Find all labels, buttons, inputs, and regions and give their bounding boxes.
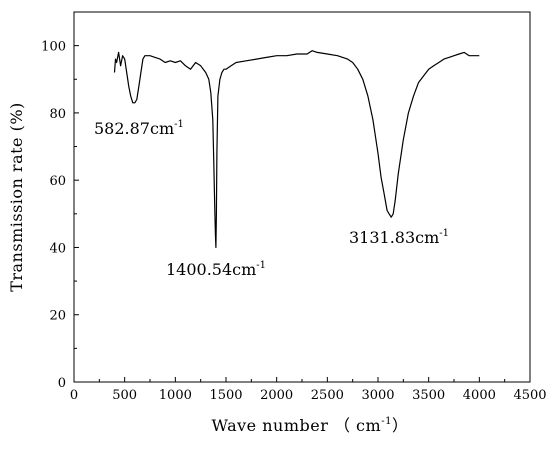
x-tick-label: 3000 — [361, 388, 394, 403]
y-tick-label: 0 — [58, 376, 66, 391]
plot-frame — [73, 11, 531, 383]
y-tick-label: 40 — [49, 241, 66, 256]
annotation-1400: 1400.54cm-1 — [166, 260, 266, 279]
annotation-582: 582.87cm-1 — [94, 119, 184, 138]
x-axis-ticks: 0 500 1000 1500 2000 2500 3000 3500 4000 4500 — [70, 377, 547, 403]
series-line — [113, 50, 480, 249]
annotation-3131: 3131.83cm-1 — [349, 228, 449, 247]
y-axis-ticks: 0 20 40 60 80 100 — [41, 40, 79, 391]
y-tick-label: 60 — [49, 174, 66, 189]
x-tick-label: 2500 — [311, 388, 344, 403]
x-tick-label: 3500 — [412, 388, 445, 403]
x-tick-label: 500 — [112, 388, 137, 403]
x-tick-label: 0 — [70, 388, 78, 403]
y-tick-label: 20 — [49, 309, 66, 324]
y-tick-label: 100 — [41, 40, 66, 55]
x-tick-label: 1500 — [209, 388, 242, 403]
x-tick-label: 2000 — [260, 388, 293, 403]
x-axis-title: Wave number （ cm-1） — [212, 416, 409, 435]
y-tick-label: 80 — [49, 107, 66, 122]
x-tick-label: 1000 — [159, 388, 192, 403]
x-tick-label: 4500 — [513, 388, 546, 403]
x-tick-label: 4000 — [463, 388, 496, 403]
y-axis-title: Transmission rate (%) — [7, 102, 26, 292]
